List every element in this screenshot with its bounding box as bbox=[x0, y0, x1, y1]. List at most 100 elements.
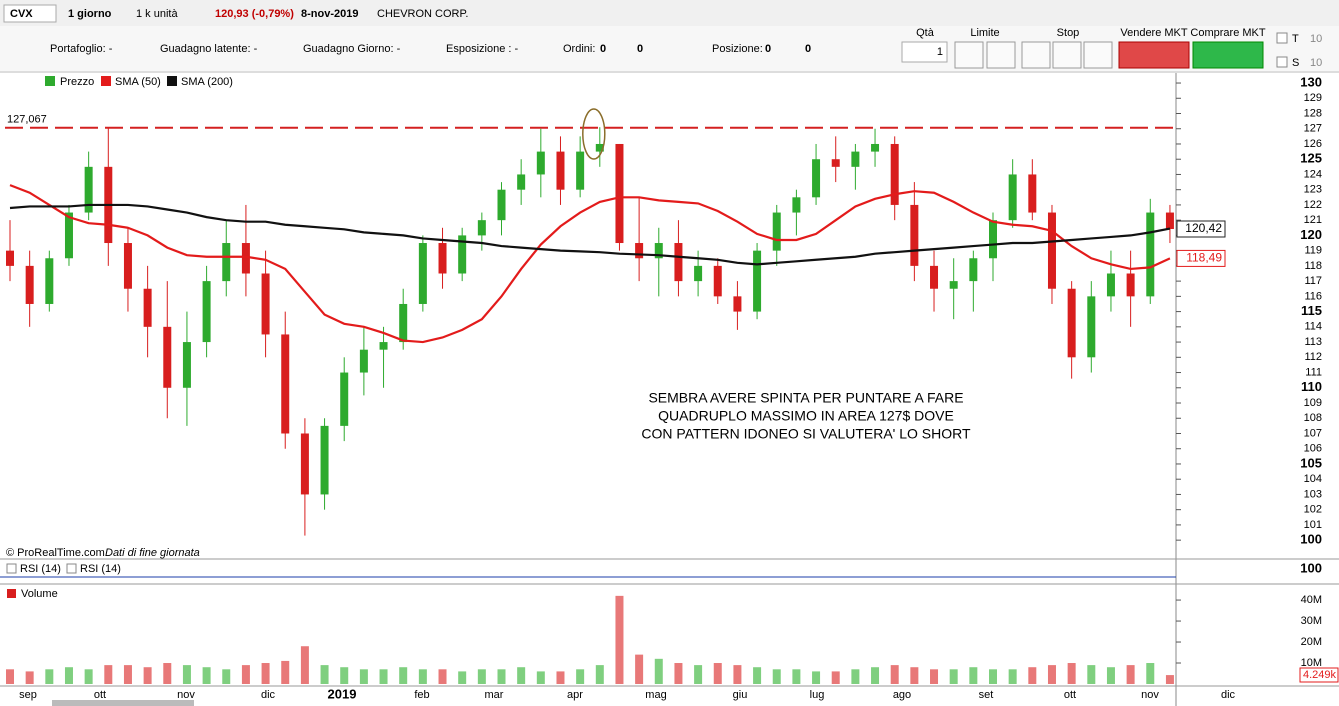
checkbox[interactable] bbox=[1276, 32, 1288, 44]
candle-body bbox=[831, 159, 840, 167]
legend-label: SMA (200) bbox=[181, 76, 233, 88]
candle-body bbox=[25, 265, 34, 304]
y-tick-label: 123 bbox=[1304, 184, 1322, 196]
volume-bar bbox=[1146, 663, 1155, 684]
symbol: CVX bbox=[10, 8, 33, 20]
candle-body bbox=[595, 143, 604, 152]
annotation: SEMBRA AVERE SPINTA PER PUNTARE A FARE bbox=[648, 390, 963, 406]
candle-body bbox=[182, 342, 191, 388]
t-label: T bbox=[1292, 33, 1299, 45]
units[interactable]: 1 k unità bbox=[136, 8, 178, 20]
y-tick-label: 117 bbox=[1304, 275, 1322, 287]
y-tick-label: 111 bbox=[1305, 366, 1322, 378]
volume-bar bbox=[1165, 675, 1174, 684]
candle-body bbox=[143, 288, 152, 327]
checkbox[interactable] bbox=[6, 563, 17, 574]
volume-bar bbox=[753, 667, 762, 684]
candle-body bbox=[713, 265, 722, 297]
y-tick-label: 102 bbox=[1304, 504, 1322, 516]
y-tick-label: 115 bbox=[1301, 303, 1322, 318]
x-tick-label: mag bbox=[645, 689, 666, 701]
sma-label: 118,49 bbox=[1186, 251, 1222, 265]
volume-bar bbox=[1087, 665, 1096, 684]
y-tick-label: 114 bbox=[1304, 321, 1322, 333]
stop-2[interactable] bbox=[1052, 41, 1082, 69]
volume-bar bbox=[123, 665, 132, 684]
stop: Stop bbox=[1057, 27, 1080, 39]
rsi-label: RSI (14) bbox=[80, 563, 121, 575]
y-tick-label: 118 bbox=[1304, 260, 1322, 272]
candle-body bbox=[890, 143, 899, 205]
volume-bar bbox=[949, 669, 958, 684]
period[interactable]: 1 giorno bbox=[68, 8, 112, 20]
y-tick-label: 108 bbox=[1304, 412, 1322, 424]
volume-bar bbox=[379, 669, 388, 684]
qty-label: Qtà bbox=[916, 27, 935, 39]
y-tick-label: 125 bbox=[1300, 151, 1322, 166]
candle-body bbox=[497, 189, 506, 221]
toolbar-bg bbox=[0, 0, 1339, 26]
candle-body bbox=[812, 159, 821, 198]
y-tick-label: 121 bbox=[1304, 214, 1322, 226]
volume-bar bbox=[281, 660, 290, 684]
candle-body bbox=[438, 243, 447, 274]
volume-bar bbox=[399, 667, 408, 684]
checkbox[interactable] bbox=[66, 563, 77, 574]
candle-body bbox=[1008, 174, 1017, 221]
sell-button[interactable] bbox=[1118, 41, 1190, 69]
candle-body bbox=[222, 243, 231, 282]
y-tick-label: 107 bbox=[1304, 427, 1322, 439]
stop-1[interactable] bbox=[1021, 41, 1051, 69]
checkbox[interactable] bbox=[1276, 56, 1288, 68]
candle-body bbox=[261, 273, 270, 335]
volume-bar bbox=[320, 665, 329, 684]
daily: Guadagno Giorno: - bbox=[303, 43, 401, 55]
y-tick-label: 116 bbox=[1304, 290, 1322, 302]
sell-label: Vendere MKT bbox=[1120, 27, 1188, 39]
y-tick-label: 119 bbox=[1304, 245, 1322, 257]
candle-body bbox=[45, 258, 54, 304]
portfolio-bg bbox=[0, 26, 1339, 71]
candle-body bbox=[851, 151, 860, 167]
candle-body bbox=[359, 349, 368, 373]
y-tick-label: 124 bbox=[1304, 168, 1322, 180]
company: CHEVRON CORP. bbox=[377, 8, 468, 20]
volume-bar bbox=[1067, 663, 1076, 684]
candle-body bbox=[1067, 288, 1076, 358]
volume-bar bbox=[143, 667, 152, 684]
limit-buy[interactable] bbox=[954, 41, 984, 69]
symbol-box[interactable] bbox=[3, 4, 57, 23]
candle-body bbox=[320, 425, 329, 495]
candle-body bbox=[517, 174, 526, 190]
candle-body bbox=[694, 265, 703, 282]
candle-body bbox=[969, 258, 978, 282]
y-tick-label: 103 bbox=[1304, 488, 1322, 500]
x-tick-label: nov bbox=[1141, 689, 1159, 701]
qty-input[interactable] bbox=[901, 41, 948, 63]
stop-3[interactable] bbox=[1083, 41, 1113, 69]
x-tick-label: ott bbox=[94, 689, 106, 701]
y-tick-label: 127 bbox=[1304, 123, 1322, 135]
s-value: 10 bbox=[1310, 57, 1322, 69]
portfolio: Portafoglio: - bbox=[50, 43, 113, 55]
y-tick-label: 30M bbox=[1301, 615, 1322, 627]
y-tick-label: 101 bbox=[1304, 519, 1322, 531]
volume-bar bbox=[438, 669, 447, 684]
volume-bar bbox=[104, 665, 113, 684]
y-tick-label: 110 bbox=[1301, 379, 1322, 394]
t-value: 10 bbox=[1310, 33, 1322, 45]
date: 8-nov-2019 bbox=[301, 8, 358, 20]
volume-bar bbox=[536, 671, 545, 684]
buy-button[interactable] bbox=[1192, 41, 1264, 69]
volume-bar bbox=[733, 665, 742, 684]
volume-label: Volume bbox=[21, 588, 58, 600]
s-label: S bbox=[1292, 57, 1299, 69]
volume-bar bbox=[241, 665, 250, 684]
y-tick-label: 122 bbox=[1304, 199, 1322, 211]
limit-sell[interactable] bbox=[986, 41, 1016, 69]
scrollbar[interactable] bbox=[52, 700, 194, 706]
candle-body bbox=[241, 243, 250, 274]
y-tick-label: 128 bbox=[1304, 107, 1322, 119]
y-tick-label: 106 bbox=[1304, 443, 1322, 455]
limit: Limite bbox=[970, 27, 999, 39]
